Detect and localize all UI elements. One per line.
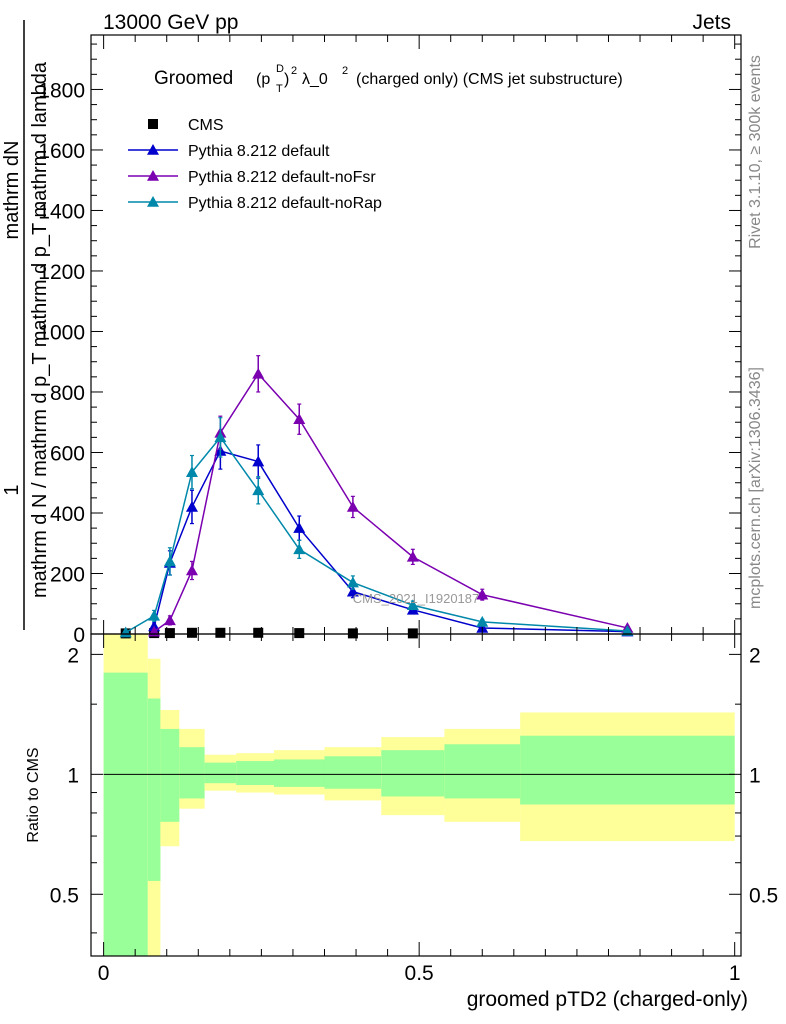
legend-label-nofsr: Pythia 8.212 default-noFsr [188,169,376,186]
legend-label-cms: CMS [188,117,224,134]
legend: CMS Pythia 8.212 default Pythia 8.212 defa… [128,117,382,212]
point-cms-8 [407,628,418,639]
point-nofsr-4 [252,367,265,379]
top-ytick-label-8: 1600 [38,140,85,163]
xtick-label-2: 1 [729,962,741,985]
legend-label-norap: Pythia 8.212 default-noRap [188,195,382,212]
ratio-ytick-label-left-1: 1 [67,764,79,787]
xtick-label-1: 0.5 [405,962,434,985]
point-nofsr-6 [346,500,359,512]
title-sup-2: 2 [291,65,297,77]
title-suffix: (charged only) (CMS jet substructure) [356,71,623,88]
point-cms-6 [294,628,305,639]
point-nofsr-2 [185,564,198,576]
point-cms-4 [215,627,226,638]
legend-label-default: Pythia 8.212 default [188,143,330,160]
series-line-default [153,450,628,633]
plot-title: Groomed (p D T ) 2 λ_0 2 (charged only) … [154,63,623,95]
ylabel-one: 1 [1,484,23,495]
point-default-6 [346,585,359,597]
point-norap-1 [148,609,161,621]
ratio-ytick-label-right-0: 0.5 [749,884,778,907]
point-default-5 [293,522,306,533]
point-nofsr-5 [293,413,306,425]
ratio-band-green-9 [444,744,521,799]
point-norap-9 [476,615,489,627]
top-ytick-label-1: 200 [50,563,85,586]
title-sup-d: D [276,63,284,75]
legend-marker-cms [148,119,158,129]
ratio-band-green-5 [236,761,275,786]
ratio-ytick-label-right-2: 2 [749,644,761,667]
ratio-band-green-2 [160,728,180,822]
point-cms-5 [253,627,264,638]
point-cms-3 [186,627,197,638]
legend-marker-nofsr [147,170,159,181]
top-ytick-label-0: 0 [73,624,85,647]
top-ylabel: 1 mathrm dN mathrm d N / mathrm d p_T ma… [1,20,51,630]
point-norap-7 [346,576,359,588]
legend-marker-norap [147,196,159,207]
point-default-4 [252,455,265,467]
ratio-band-green-7 [324,756,382,789]
point-nofsr-7 [406,550,419,562]
point-nofsr-8 [476,588,489,600]
legend-marker-default [147,144,159,155]
point-norap-2 [163,555,176,567]
ratio-band-green-6 [274,759,325,787]
ylabel-numerator: mathrm dN [1,141,23,240]
point-cms-7 [347,628,358,639]
ratio-band-green-10 [520,735,735,805]
ratio-ytick-label-left-2: 2 [67,644,79,667]
ratio-bands [103,634,735,956]
top-ytick-label-7: 1400 [38,200,85,223]
rivet-label: Rivet 3.1.10, ≥ 300k events [747,55,764,249]
ratio-band-green-1 [147,698,161,881]
ratio-frame [90,633,742,957]
point-norap-6 [293,543,306,555]
ratio-band-green-3 [179,747,205,799]
point-norap-4 [214,431,227,443]
point-default-2 [185,500,198,512]
title-formula-open: (p [256,71,270,88]
top-ytick-label-2: 400 [50,503,85,526]
top-ytick-label-9: 1800 [38,79,85,102]
point-norap-5 [252,484,265,496]
ylabel-denominator: mathrm d N / mathrm d p_T mathrm d p_T m… [29,61,51,598]
axes: 0 200 400 600 800 1000 1200 1400 1600 1800 0.5 0.5 1… [38,34,778,985]
ratio-ylabel: Ratio to CMS [25,747,42,842]
title-sub-t: T [276,83,283,95]
ratio-band-green-8 [381,750,445,797]
ratio-ytick-label-right-1: 1 [749,764,761,787]
top-ytick-label-4: 800 [50,382,85,405]
title-sup-2b: 2 [342,65,348,77]
title-lambda: λ_0 [302,71,328,88]
ratio-band-green-0 [103,672,148,956]
top-ytick-label-6: 1200 [38,261,85,284]
point-cms-2 [164,628,175,639]
top-series-group [119,355,634,639]
title-prefix: Groomed [154,68,233,89]
point-nofsr-1 [163,614,176,626]
point-norap-10 [621,624,634,636]
x-axis-label: groomed pTD2 (charged-only) [467,988,748,1011]
point-norap-3 [185,466,198,477]
category-label: Jets [692,11,731,34]
mcplots-label: mcplots.cern.ch [arXiv:1306.3436] [747,367,764,609]
ratio-band-green-4 [204,762,237,784]
watermark: CMS_2021_I1920187 [353,591,480,606]
energy-label: 13000 GeV pp [103,11,238,34]
title-paren-close: ) [284,71,289,88]
series-line-nofsr [153,372,628,633]
ratio-ytick-label-left-0: 0.5 [50,884,79,907]
xtick-label-0: 0 [98,962,110,985]
point-norap-8 [406,599,419,611]
top-ytick-label-3: 600 [50,442,85,465]
top-ytick-label-5: 1000 [38,321,85,344]
